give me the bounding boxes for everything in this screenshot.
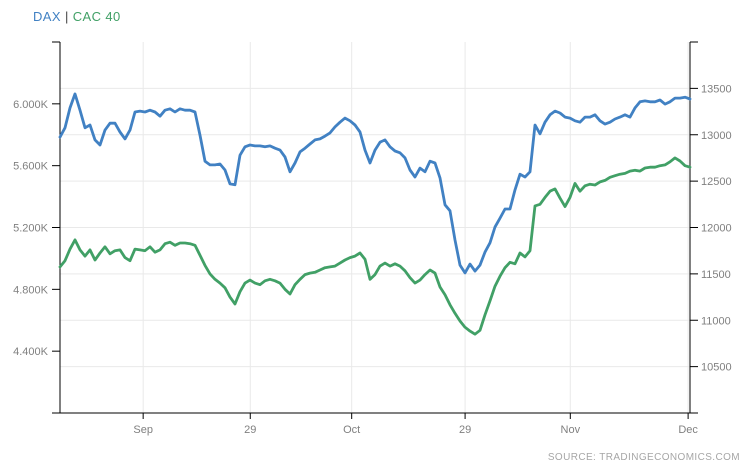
legend-cac40[interactable]: CAC 40 <box>72 9 121 24</box>
right-axis-label: 13500 <box>701 83 732 95</box>
x-axis-label: Nov <box>561 424 581 436</box>
x-axis-label: Dec <box>678 424 698 436</box>
x-axis-label: 29 <box>459 424 471 436</box>
right-axis-label: 11000 <box>701 315 731 327</box>
left-axis-label: 6.000K <box>13 99 49 111</box>
right-axis-label: 12000 <box>701 223 732 235</box>
x-axis-label: 29 <box>244 424 256 436</box>
cac40-line <box>58 156 692 336</box>
right-axis-label: 10500 <box>701 362 732 374</box>
x-axis-label: Sep <box>133 424 153 436</box>
chart-legend: DAX | CAC 40 <box>33 9 121 24</box>
right-axis-label: 13000 <box>701 130 732 142</box>
left-axis-label: 4.400K <box>13 346 49 358</box>
left-axis-label: 4.800K <box>13 284 49 296</box>
source-attribution: SOURCE: TRADINGECONOMICS.COM <box>547 452 740 463</box>
dax-line <box>58 92 692 275</box>
left-axis-label: 5.600K <box>13 161 49 173</box>
x-axis-label: Oct <box>343 424 360 436</box>
legend-separator: | <box>64 9 69 24</box>
left-axis-label: 5.200K <box>13 223 49 235</box>
legend-dax[interactable]: DAX <box>33 9 61 24</box>
right-axis-label: 12500 <box>701 176 732 188</box>
right-axis-label: 11500 <box>701 269 731 281</box>
